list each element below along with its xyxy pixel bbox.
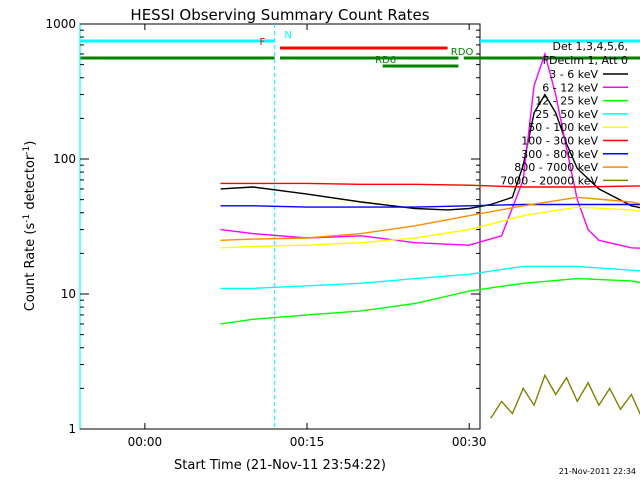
legend-header-line-2: FDecim 1, Att 0 — [543, 54, 628, 67]
y-tick-label: 100 — [53, 152, 76, 166]
legend-entry-label: 800 - 7000 keV — [514, 161, 598, 174]
series-line-6-12-kev — [220, 51, 640, 249]
y-tick-label: 1 — [68, 422, 76, 436]
y-tick-label: 10 — [61, 287, 76, 301]
legend-entry-label: 300 - 800 keV — [521, 148, 598, 161]
flag-bar-label-f: F — [259, 37, 265, 48]
y-axis-label-exp2: -1 — [22, 146, 32, 155]
series-line-3-6-kev — [220, 93, 640, 211]
flag-bar-label-n: N — [284, 30, 291, 41]
y-axis-label-mid: detector — [23, 154, 38, 214]
flag-bar-label-rdo: RDO — [451, 47, 474, 58]
series-line-12-25-kev — [220, 277, 640, 325]
series-lines — [220, 51, 640, 419]
chart-title: HESSI Observing Summary Count Rates — [130, 6, 429, 24]
legend-entry-label: 12 - 25 keV — [535, 95, 598, 108]
y-tick-label: 1000 — [45, 17, 76, 31]
legend-entry-label: 50 - 100 keV — [528, 121, 598, 134]
flag-bars: N F RDO RD6 — [79, 24, 640, 429]
legend: Det 1,3,4,5,6, FDecim 1, Att 0 3 - 6 keV… — [500, 40, 628, 187]
series-line-100-300-kev — [220, 182, 640, 188]
y-axis-ticks: 1 10 100 1000 — [45, 17, 480, 436]
x-axis-label: Start Time (21-Nov-11 23:54:22) — [174, 458, 386, 473]
legend-entry-label: 6 - 12 keV — [542, 81, 598, 94]
legend-entry-label: 3 - 6 keV — [549, 68, 598, 81]
x-tick-label: 00:15 — [290, 435, 325, 449]
legend-entry-label: 25 - 50 keV — [535, 108, 598, 121]
legend-entry-label: 100 - 300 keV — [521, 135, 598, 148]
y-axis-label-base: Count Rate (s — [23, 223, 38, 312]
series-line-800-7000-kev — [220, 196, 640, 241]
series-line-25-50-kev — [220, 265, 640, 290]
series-line-7000-20000-kev — [490, 373, 640, 419]
x-axis-ticks: 00:00 00:15 00:30 — [128, 24, 487, 449]
y-axis-label-exp1: -1 — [22, 214, 32, 223]
x-tick-label: 00:30 — [452, 435, 487, 449]
x-tick-label: 00:00 — [128, 435, 163, 449]
series-line-300-800-kev — [220, 203, 640, 208]
legend-entry-label: 7000 - 20000 keV — [500, 174, 598, 187]
y-axis-label-end: ) — [23, 141, 38, 146]
footer-date: 21-Nov-2011 22:34 — [559, 467, 636, 476]
y-axis-label: Count Rate (s-1 detector-1) — [22, 141, 38, 312]
series-line-50-100-kev — [220, 206, 640, 249]
legend-header-line-1: Det 1,3,4,5,6, — [552, 40, 628, 53]
flag-bar-label-rd6: RD6 — [375, 55, 396, 66]
